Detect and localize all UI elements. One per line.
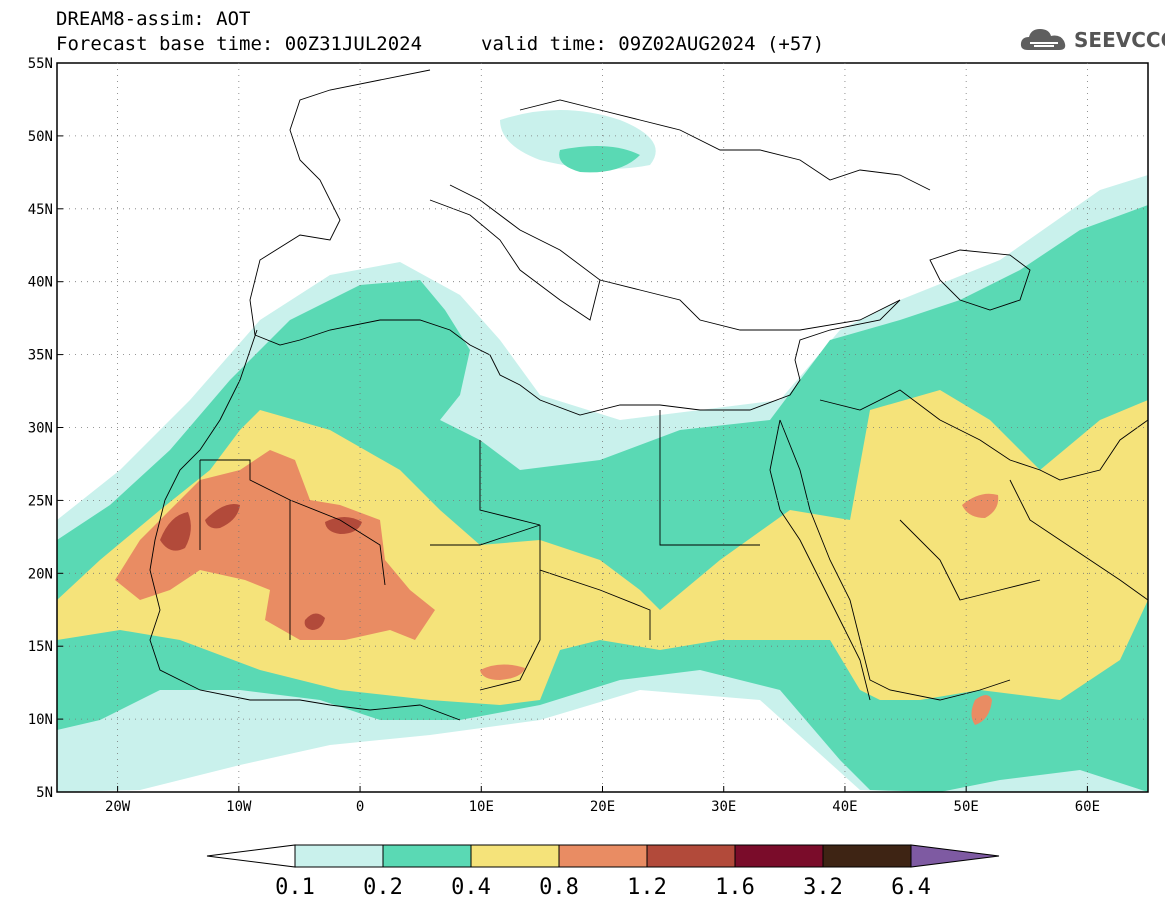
colorbar-swatch bbox=[558, 844, 648, 868]
colorbar-level-label: 1.6 bbox=[715, 875, 755, 900]
lat-label: 45N bbox=[28, 202, 53, 218]
valid-time: valid time: 09Z02AUG2024 (+57) bbox=[481, 33, 825, 55]
lon-label: 40E bbox=[832, 799, 857, 815]
aot-contour-0.8 bbox=[115, 450, 435, 640]
graticule bbox=[57, 62, 1148, 793]
logo-text: SEEVCCC bbox=[1074, 28, 1165, 52]
colorbar-swatch bbox=[382, 844, 472, 868]
seevccc-logo: SEEVCCC bbox=[1018, 24, 1165, 58]
colorbar-level-label: 3.2 bbox=[803, 875, 843, 900]
colorbar-level-label: 0.8 bbox=[539, 875, 579, 900]
aot-contour-0.8-gulf bbox=[962, 493, 999, 518]
colorbar-level-label: 0.2 bbox=[363, 875, 403, 900]
aot-contour-0.8-somalia bbox=[971, 695, 992, 725]
lat-label: 40N bbox=[28, 275, 53, 291]
lat-label: 30N bbox=[28, 421, 53, 437]
aot-contour-1.2-algeria bbox=[325, 517, 362, 534]
colorbar-over-arrow bbox=[910, 844, 1000, 868]
lat-label: 15N bbox=[28, 639, 53, 655]
aot-contour-0.2-europe bbox=[559, 146, 640, 173]
colorbar-level-label: 0.4 bbox=[451, 875, 491, 900]
lat-label: 35N bbox=[28, 348, 53, 364]
map-title: DREAM8-assim: AOT bbox=[56, 8, 251, 30]
colorbar-level-label: 1.2 bbox=[627, 875, 667, 900]
lon-label: 10E bbox=[469, 799, 494, 815]
lat-label: 55N bbox=[28, 56, 53, 72]
lat-label: 20N bbox=[28, 566, 53, 582]
colorbar-swatch bbox=[822, 844, 912, 868]
lat-label: 5N bbox=[36, 785, 53, 801]
aot-contour-0.8-chad bbox=[480, 664, 525, 680]
colorbar-level-label: 6.4 bbox=[891, 875, 931, 900]
lon-label: 30E bbox=[711, 799, 736, 815]
lon-label: 20E bbox=[590, 799, 615, 815]
lon-label: 60E bbox=[1075, 799, 1100, 815]
lon-label: 0 bbox=[356, 799, 364, 815]
lon-label: 10W bbox=[226, 799, 252, 815]
cloud-icon bbox=[1020, 29, 1066, 50]
colorbar-swatch bbox=[470, 844, 560, 868]
aot-contour-1.2-niger bbox=[304, 613, 325, 630]
lon-label: 20W bbox=[105, 799, 131, 815]
colorbar-labels: 0.1 0.2 0.4 0.8 1.2 1.6 3.2 6.4 bbox=[275, 875, 931, 900]
latitude-labels: 55N 50N 45N 40N 35N 30N 25N 20N 15N 10N 5N bbox=[28, 56, 53, 801]
longitude-labels: 20W 10W 0 10E 20E 30E 40E 50E 60E bbox=[105, 799, 1100, 815]
lon-label: 50E bbox=[954, 799, 979, 815]
aot-contour-1.2-mali bbox=[205, 504, 240, 529]
colorbar-swatches bbox=[206, 844, 1000, 868]
colorbar-swatch bbox=[734, 844, 824, 868]
lat-label: 10N bbox=[28, 712, 53, 728]
forecast-base-time: Forecast base time: 00Z31JUL2024 bbox=[56, 33, 423, 55]
colorbar-swatch bbox=[646, 844, 736, 868]
colorbar-level-label: 0.1 bbox=[275, 875, 315, 900]
colorbar-swatch bbox=[294, 844, 384, 868]
lat-label: 25N bbox=[28, 493, 53, 509]
coastlines bbox=[149, 69, 1148, 721]
aot-contour-1.2 bbox=[160, 512, 191, 551]
colorbar-under-arrow bbox=[206, 844, 296, 868]
lat-label: 50N bbox=[28, 129, 53, 145]
